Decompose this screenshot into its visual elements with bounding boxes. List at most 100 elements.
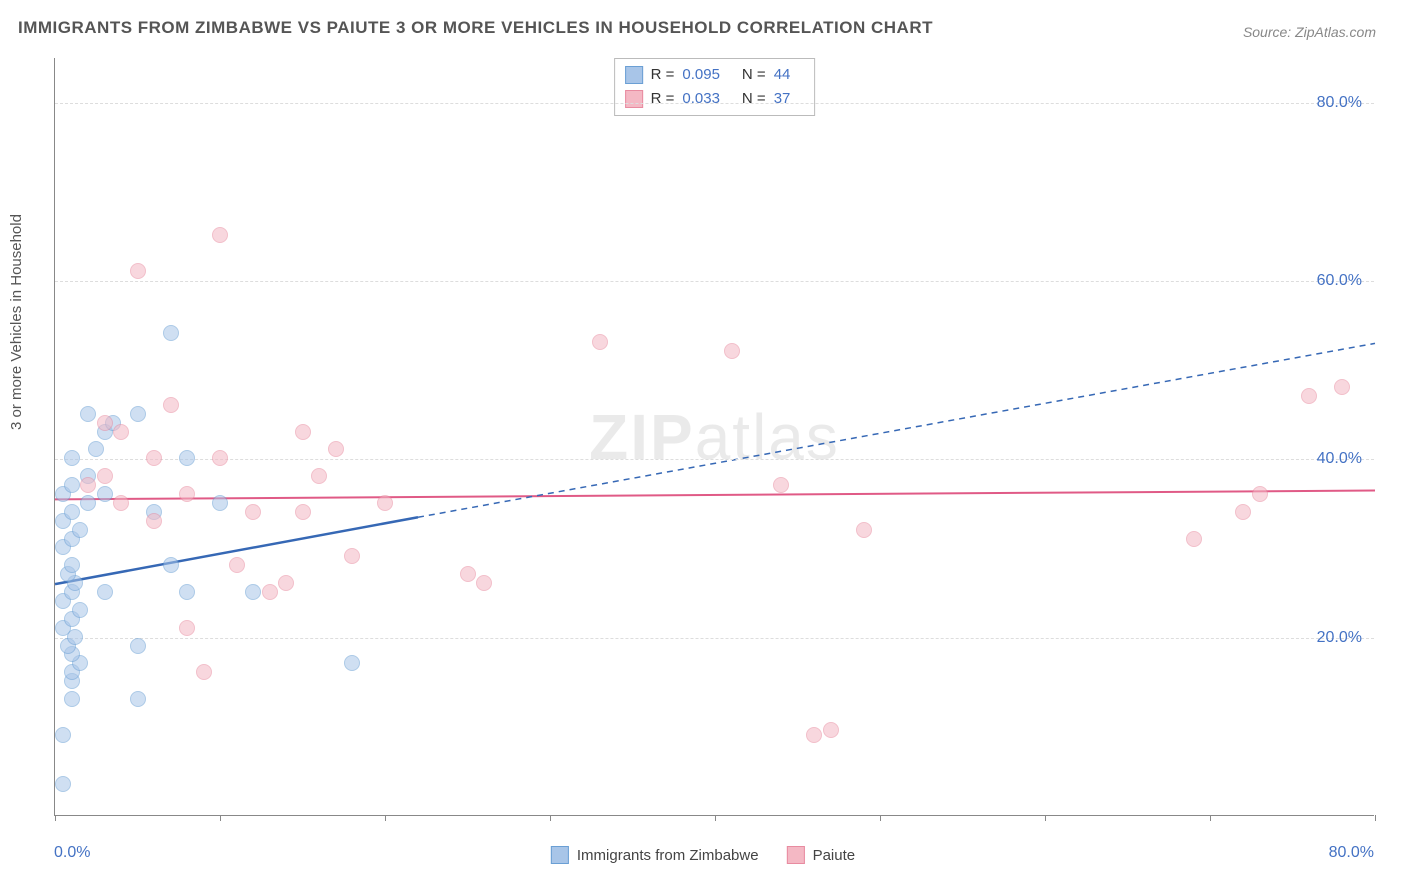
trendline-paiute (55, 491, 1375, 500)
scatter-point (146, 513, 162, 529)
scatter-point (80, 495, 96, 511)
x-tick-mark (880, 815, 881, 821)
gridline (55, 459, 1374, 460)
trendline-zimbabwe-solid (55, 517, 418, 584)
scatter-point (179, 486, 195, 502)
scatter-point (344, 655, 360, 671)
scatter-point (295, 504, 311, 520)
gridline (55, 281, 1374, 282)
scatter-point (80, 406, 96, 422)
n-value: 44 (774, 63, 791, 87)
trend-lines-svg (55, 58, 1374, 815)
n-value: 37 (774, 87, 791, 111)
legend-stat-row: R = 0.095 N = 44 (625, 63, 805, 87)
bottom-series-legend: Immigrants from Zimbabwe Paiute (551, 846, 855, 864)
scatter-point (163, 557, 179, 573)
x-axis-max-label: 80.0% (1329, 844, 1374, 862)
scatter-point (1334, 379, 1350, 395)
scatter-point (55, 776, 71, 792)
x-tick-mark (715, 815, 716, 821)
plot-area: ZIPatlas R =0.095N =44R =0.033N =37 20.0… (54, 58, 1374, 816)
scatter-point (55, 727, 71, 743)
legend-item: Paiute (787, 846, 856, 864)
scatter-point (97, 486, 113, 502)
scatter-point (856, 522, 872, 538)
x-tick-mark (1375, 815, 1376, 821)
scatter-point (1252, 486, 1268, 502)
scatter-point (262, 584, 278, 600)
legend-item: Immigrants from Zimbabwe (551, 846, 759, 864)
y-tick-label: 20.0% (1317, 629, 1362, 647)
scatter-point (311, 468, 327, 484)
x-tick-mark (55, 815, 56, 821)
gridline (55, 103, 1374, 104)
scatter-point (113, 424, 129, 440)
scatter-point (97, 584, 113, 600)
r-label: R = (651, 63, 675, 87)
scatter-point (146, 450, 162, 466)
scatter-point (163, 325, 179, 341)
n-label: N = (742, 87, 766, 111)
scatter-point (88, 441, 104, 457)
r-value: 0.033 (682, 87, 720, 111)
scatter-point (64, 691, 80, 707)
legend-swatch (787, 846, 805, 864)
scatter-point (64, 450, 80, 466)
scatter-point (1186, 531, 1202, 547)
scatter-point (344, 548, 360, 564)
scatter-point (113, 495, 129, 511)
scatter-point (97, 468, 113, 484)
legend-series-name: Immigrants from Zimbabwe (577, 847, 759, 864)
scatter-point (476, 575, 492, 591)
scatter-point (1235, 504, 1251, 520)
n-label: N = (742, 63, 766, 87)
scatter-point (245, 504, 261, 520)
scatter-point (163, 397, 179, 413)
legend-swatch (625, 90, 643, 108)
scatter-point (1301, 388, 1317, 404)
source-attribution: Source: ZipAtlas.com (1243, 24, 1376, 40)
scatter-point (592, 334, 608, 350)
y-tick-label: 80.0% (1317, 94, 1362, 112)
scatter-point (773, 477, 789, 493)
scatter-point (130, 691, 146, 707)
scatter-point (377, 495, 393, 511)
x-axis-min-label: 0.0% (54, 844, 90, 862)
scatter-point (212, 227, 228, 243)
y-tick-label: 60.0% (1317, 272, 1362, 290)
scatter-point (724, 343, 740, 359)
scatter-point (328, 441, 344, 457)
x-tick-mark (385, 815, 386, 821)
scatter-point (64, 557, 80, 573)
scatter-point (179, 620, 195, 636)
chart-title: IMMIGRANTS FROM ZIMBABWE VS PAIUTE 3 OR … (18, 18, 933, 38)
legend-swatch (551, 846, 569, 864)
scatter-point (72, 522, 88, 538)
scatter-point (212, 495, 228, 511)
scatter-point (179, 584, 195, 600)
scatter-point (278, 575, 294, 591)
scatter-point (130, 406, 146, 422)
top-stats-legend: R = 0.095 N = 44 R = 0.033 N = 37 (614, 58, 816, 116)
scatter-point (823, 722, 839, 738)
gridline (55, 638, 1374, 639)
r-value: 0.095 (682, 63, 720, 87)
x-tick-mark (220, 815, 221, 821)
scatter-point (295, 424, 311, 440)
scatter-point (179, 450, 195, 466)
legend-swatch (625, 66, 643, 84)
legend-series-name: Paiute (813, 847, 856, 864)
scatter-point (806, 727, 822, 743)
scatter-point (130, 638, 146, 654)
scatter-point (64, 477, 80, 493)
scatter-point (80, 477, 96, 493)
scatter-point (130, 263, 146, 279)
scatter-point (196, 664, 212, 680)
x-tick-mark (550, 815, 551, 821)
y-axis-label: 3 or more Vehicles in Household (8, 214, 25, 430)
y-tick-label: 40.0% (1317, 450, 1362, 468)
r-label: R = (651, 87, 675, 111)
scatter-point (97, 415, 113, 431)
scatter-point (64, 504, 80, 520)
scatter-point (245, 584, 261, 600)
